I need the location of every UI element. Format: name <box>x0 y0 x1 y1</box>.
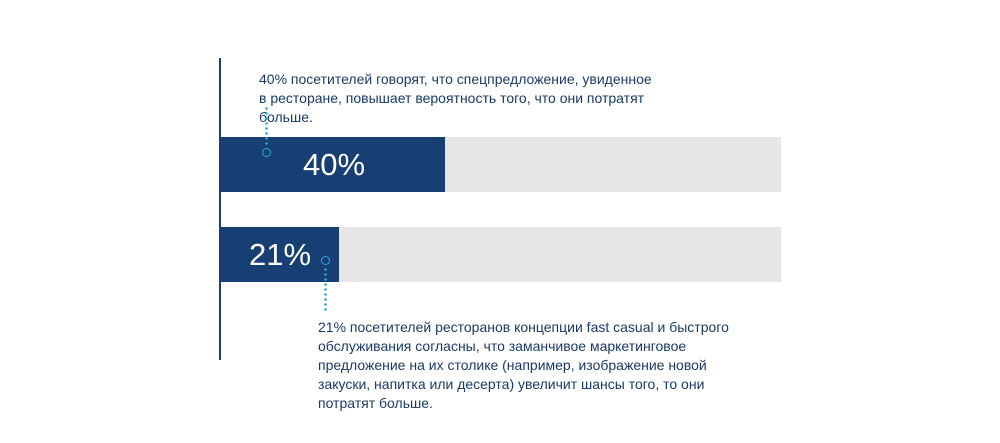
bar-1 <box>221 137 445 192</box>
chart-axis-line <box>219 58 221 360</box>
annotation-2-marker-circle <box>321 256 330 265</box>
annotation-2: 21% посетителей ресторанов концепции fas… <box>318 319 729 411</box>
bar-2 <box>221 227 339 282</box>
bar-track-2: 21% <box>221 227 781 282</box>
bar-track-1: 40% <box>221 137 781 192</box>
annotation-1: 40% посетителей говорят, что спецпредлож… <box>259 71 652 125</box>
annotation-1-leader-dots <box>265 106 268 146</box>
bar-1-value-label: 40% <box>303 147 366 182</box>
bar-2-value-label: 21% <box>248 237 312 272</box>
annotation-1-marker-circle <box>262 148 271 157</box>
annotation-2-leader-dots <box>324 267 327 312</box>
